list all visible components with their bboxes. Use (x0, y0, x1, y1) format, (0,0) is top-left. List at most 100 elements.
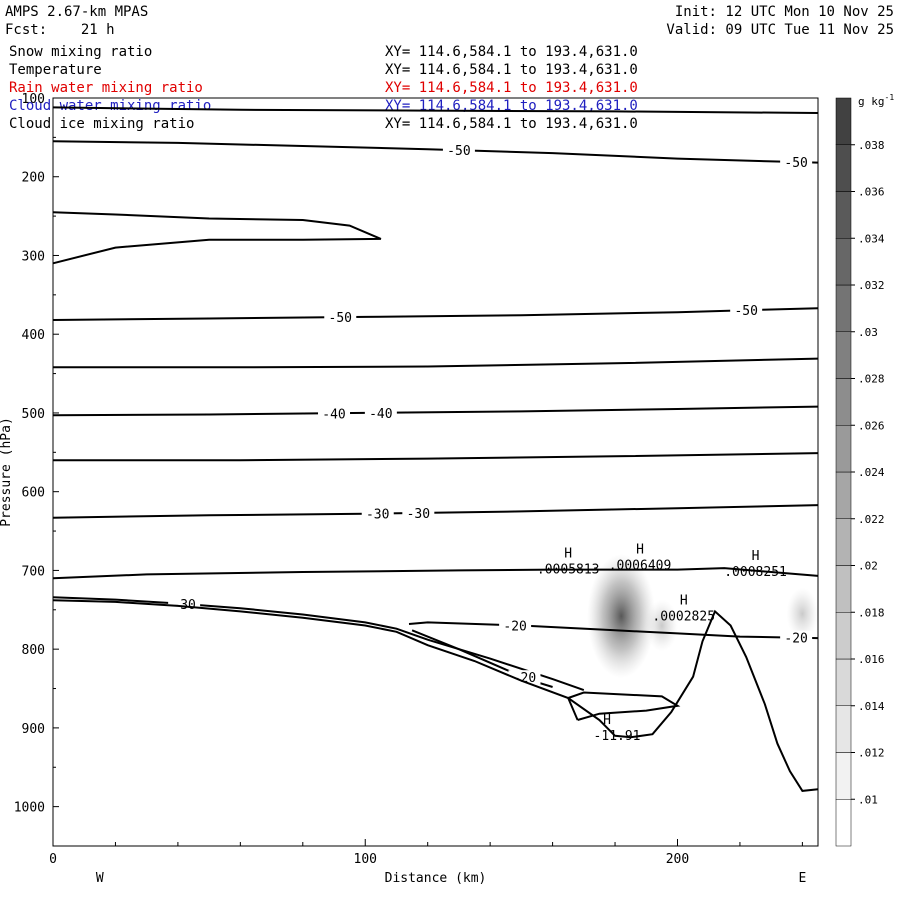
maximum-value: .0008251 (724, 565, 787, 580)
colorbar-label: .032 (858, 279, 885, 292)
contour-label: -40 (369, 407, 392, 422)
colorbar-label: .022 (858, 513, 885, 526)
contour-label: -30 (407, 507, 430, 522)
contour-label-bg (442, 143, 475, 158)
maximum-value: .0005813 (537, 562, 600, 577)
temperature-contour (52, 307, 819, 321)
surface-marker: H (603, 713, 611, 728)
maximum-marker: H (564, 546, 572, 561)
east-label: E (798, 871, 806, 886)
colorbar-cell (835, 752, 852, 800)
x-axis-label: Distance (km) (385, 871, 487, 886)
contour-label-bg (361, 506, 394, 521)
contour-label-bg (402, 505, 435, 520)
contour-label-bg (364, 405, 397, 420)
y-tick-label: 100 (22, 92, 45, 107)
snow-shading (587, 554, 656, 679)
field-name: Cloud ice mixing ratio (9, 116, 195, 132)
colorbar-label: .026 (858, 419, 885, 432)
colorbar-cell (835, 284, 852, 332)
contour-label-bg (324, 310, 357, 325)
colorbar-cell (835, 565, 852, 613)
colorbar-cell (835, 471, 852, 519)
maximum-marker: H (636, 543, 644, 558)
temperature-contour (52, 106, 819, 114)
colorbar-cell (835, 238, 852, 286)
colorbar-label: .028 (858, 373, 885, 386)
y-tick-label: 600 (22, 486, 45, 501)
contour-label: -20 (784, 632, 807, 647)
maximum-marker: H (680, 594, 688, 609)
x-tick-label: 100 (354, 852, 377, 867)
colorbar-cell (835, 658, 852, 706)
field-name: Temperature (9, 62, 102, 78)
temperature-contour (53, 357, 819, 369)
contour-label: -20 (513, 671, 536, 686)
colorbar-cell (835, 331, 852, 379)
contour-label: -50 (447, 144, 470, 159)
forecast-hour: Fcst: 21 h (5, 22, 115, 38)
temperature-contour (52, 567, 819, 580)
contour-label-bg (780, 155, 813, 170)
colorbar-label: .02 (858, 560, 878, 573)
colorbar-label: .03 (858, 326, 878, 339)
y-tick-label: 700 (22, 564, 45, 579)
colorbar-cell (835, 378, 852, 426)
colorbar-label: .014 (858, 700, 885, 713)
maximum-value: .0002825 (652, 610, 715, 625)
y-tick-label: 400 (22, 328, 45, 343)
y-tick-label: 500 (22, 407, 45, 422)
colorbar-cell (835, 799, 852, 847)
contour-label: -20 (503, 619, 526, 634)
contour-label-bg (780, 630, 813, 645)
contour-label: -50 (784, 156, 807, 171)
colorbar-cell (835, 518, 852, 566)
colorbar-label: .018 (858, 606, 885, 619)
plot-frame (52, 97, 819, 847)
x-tick-label: 200 (666, 852, 689, 867)
surface-value: -11.91 (594, 729, 641, 744)
colorbar-cell (835, 144, 852, 192)
contour-label: -50 (329, 311, 352, 326)
x-tick-label: 0 (49, 852, 57, 867)
contour-label: -40 (322, 407, 345, 422)
contour-label: -50 (734, 304, 757, 319)
snow-shading (645, 599, 678, 652)
temperature-contour (411, 629, 553, 688)
y-tick-label: 1000 (14, 801, 45, 816)
field-name: Snow mixing ratio (9, 44, 153, 60)
temperature-contour (52, 405, 819, 417)
init-time: Init: 12 UTC Mon 10 Nov 25 (674, 4, 894, 20)
field-range: XY= 114.6,584.1 to 193.4,631.0 (385, 44, 638, 60)
colorbar-label: .038 (858, 139, 885, 152)
colorbar-label: .01 (858, 793, 878, 806)
west-label: W (96, 871, 104, 886)
y-tick-label: 900 (22, 722, 45, 737)
y-tick-label: 300 (22, 249, 45, 264)
colorbar-label: .016 (858, 653, 885, 666)
colorbar-label: .012 (858, 747, 885, 760)
field-range: XY= 114.6,584.1 to 193.4,631.0 (385, 80, 638, 96)
contour-label-bg (318, 406, 351, 421)
colorbar-cell (835, 425, 852, 473)
temperature-contour-lobe (52, 211, 382, 265)
valid-time: Valid: 09 UTC Tue 11 Nov 25 (666, 22, 894, 38)
contour-label-bg (499, 618, 532, 633)
colorbar-label: .036 (858, 186, 885, 199)
colorbar-cell (835, 191, 852, 239)
y-axis-label: Pressure (hPa) (0, 417, 14, 527)
field-range: XY= 114.6,584.1 to 193.4,631.0 (385, 62, 638, 78)
temperature-contour (53, 452, 819, 462)
colorbar-cell (835, 97, 852, 145)
colorbar-label: .024 (858, 466, 885, 479)
temperature-contour (408, 621, 819, 640)
maximum-value: .0006409 (609, 559, 672, 574)
y-tick-label: 800 (22, 643, 45, 658)
colorbar-unit: g kg-1 (858, 93, 894, 108)
contour-label-bg (730, 303, 763, 318)
temperature-contour (52, 504, 819, 519)
colorbar-cell (835, 705, 852, 753)
model-title: AMPS 2.67-km MPAS (5, 4, 149, 20)
temperature-contour (52, 140, 819, 164)
